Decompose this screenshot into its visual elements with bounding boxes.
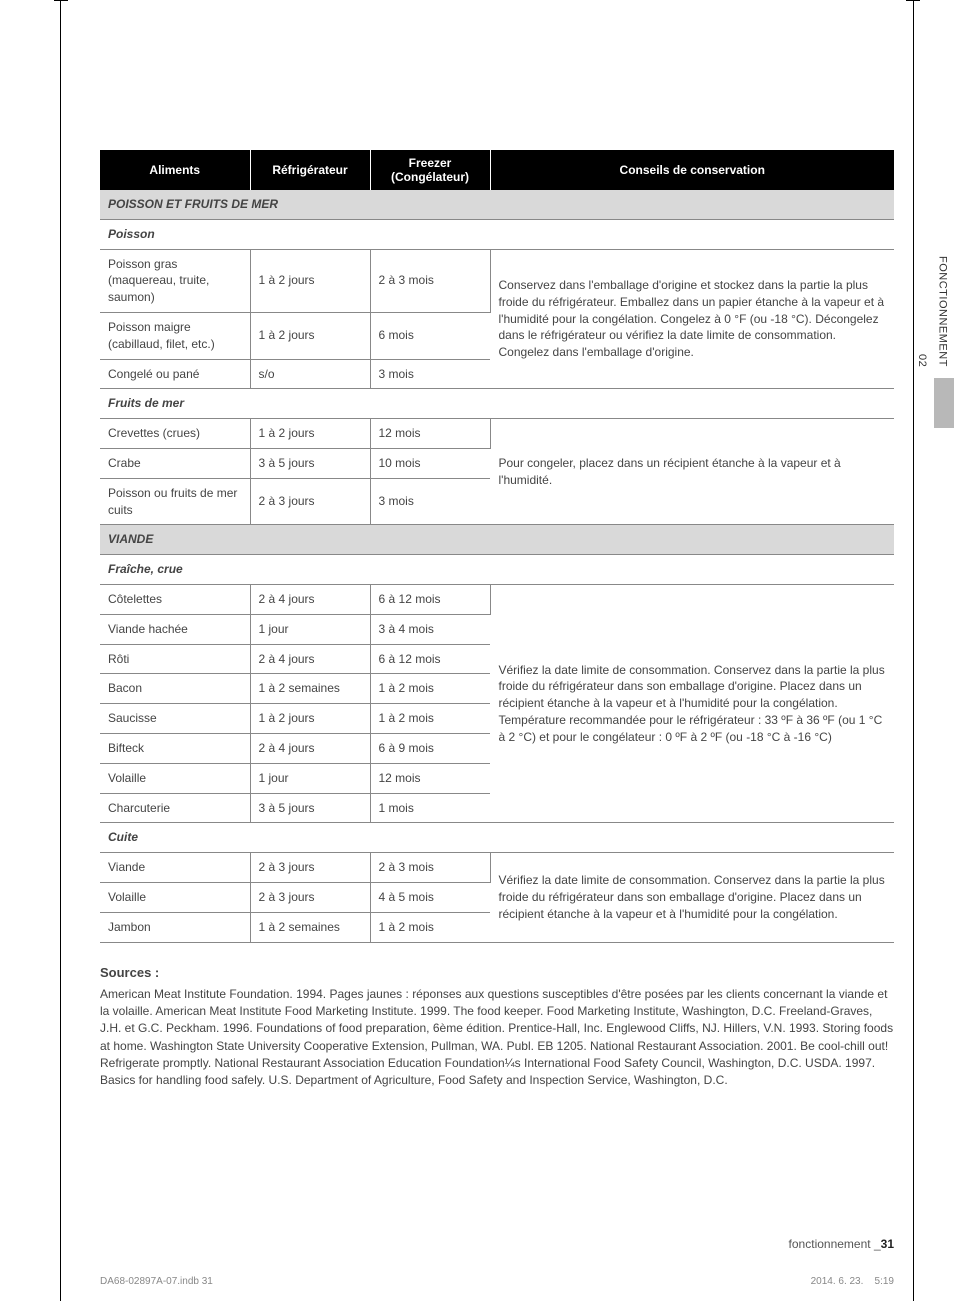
cell-name: Poisson ou fruits de mer cuits (100, 478, 250, 525)
cell-name: Viande (100, 853, 250, 883)
header-conseils: Conseils de conservation (490, 150, 894, 190)
page-content: Aliments Réfrigérateur Freezer(Congélate… (0, 0, 954, 1130)
cell-fridge: 2 à 4 jours (250, 644, 370, 674)
sources-body: American Meat Institute Foundation. 1994… (100, 986, 894, 1090)
cell-freezer: 4 à 5 mois (370, 882, 490, 912)
cell-freezer: 3 mois (370, 359, 490, 389)
footer-sep: _ (874, 1237, 881, 1251)
table-header-row: Aliments Réfrigérateur Freezer(Congélate… (100, 150, 894, 190)
subsection-cuite: Cuite (100, 823, 894, 853)
cell-freezer: 1 à 2 mois (370, 674, 490, 704)
print-date: 2014. 6. 23. (811, 1276, 864, 1287)
section-poisson-title: POISSON ET FRUITS DE MER (100, 190, 894, 219)
cell-freezer: 12 mois (370, 419, 490, 449)
section-viande-title: VIANDE (100, 525, 894, 555)
cell-fridge: 1 à 2 semaines (250, 912, 370, 942)
print-datetime: 2014. 6. 23. 5:19 (811, 1276, 894, 1287)
header-refrigerateur: Réfrigérateur (250, 150, 370, 190)
cell-freezer: 3 à 4 mois (370, 614, 490, 644)
cell-name: Volaille (100, 882, 250, 912)
print-time: 5:19 (875, 1276, 894, 1287)
subsection-fruits-label: Fruits de mer (100, 389, 894, 419)
cell-freezer: 6 à 9 mois (370, 733, 490, 763)
storage-table: Aliments Réfrigérateur Freezer(Congélate… (100, 150, 894, 943)
header-aliments: Aliments (100, 150, 250, 190)
footer-right: fonctionnement _31 (100, 1237, 894, 1251)
table-row: Poisson gras (maquereau, truite, saumon)… (100, 249, 894, 312)
cell-fridge: 1 à 2 jours (250, 419, 370, 449)
cell-name: Congelé ou pané (100, 359, 250, 389)
subsection-poisson: Poisson (100, 219, 894, 249)
cell-freezer: 6 à 12 mois (370, 644, 490, 674)
cell-name: Crevettes (crues) (100, 419, 250, 449)
table-row: Côtelettes 2 à 4 jours 6 à 12 mois Vérif… (100, 584, 894, 614)
cell-freezer: 6 à 12 mois (370, 584, 490, 614)
cell-freezer: 1 mois (370, 793, 490, 823)
subsection-fraiche: Fraîche, crue (100, 555, 894, 585)
subsection-poisson-label: Poisson (100, 219, 894, 249)
header-freezer: Freezer(Congélateur) (370, 150, 490, 190)
cell-name: Jambon (100, 912, 250, 942)
section-poisson-header: POISSON ET FRUITS DE MER (100, 190, 894, 219)
page-footer: fonctionnement _31 (0, 1237, 954, 1251)
subsection-fruits: Fruits de mer (100, 389, 894, 419)
cell-fridge: 1 jour (250, 614, 370, 644)
cell-tip-cuite: Vérifiez la date limite de consommation.… (490, 853, 894, 942)
cell-name: Crabe (100, 448, 250, 478)
footer-section: fonctionnement (789, 1237, 871, 1251)
cell-fridge: 2 à 4 jours (250, 584, 370, 614)
cell-fridge: 1 à 2 jours (250, 704, 370, 734)
cell-name: Viande hachée (100, 614, 250, 644)
cell-freezer: 1 à 2 mois (370, 704, 490, 734)
table-row: Crevettes (crues) 1 à 2 jours 12 mois Po… (100, 419, 894, 449)
cell-name: Charcuterie (100, 793, 250, 823)
header-freezer-l1: Freezer (409, 156, 452, 170)
print-meta: DA68-02897A-07.indb 31 2014. 6. 23. 5:19 (0, 1276, 954, 1287)
cell-fridge: 1 jour (250, 763, 370, 793)
cell-freezer: 2 à 3 mois (370, 853, 490, 883)
cell-name: Côtelettes (100, 584, 250, 614)
print-file: DA68-02897A-07.indb 31 (100, 1276, 213, 1287)
cell-name: Bifteck (100, 733, 250, 763)
cell-freezer: 1 à 2 mois (370, 912, 490, 942)
subsection-fraiche-label: Fraîche, crue (100, 555, 894, 585)
header-freezer-l2: (Congélateur) (391, 170, 469, 184)
cell-name: Saucisse (100, 704, 250, 734)
cell-fridge: 1 à 2 jours (250, 249, 370, 312)
cell-name: Bacon (100, 674, 250, 704)
cell-freezer: 3 mois (370, 478, 490, 525)
cell-fridge: s/o (250, 359, 370, 389)
cell-name: Poisson maigre (cabillaud, filet, etc.) (100, 312, 250, 359)
cell-freezer: 2 à 3 mois (370, 249, 490, 312)
subsection-cuite-label: Cuite (100, 823, 894, 853)
cell-freezer: 6 mois (370, 312, 490, 359)
cell-fridge: 1 à 2 jours (250, 312, 370, 359)
cell-tip-fraiche: Vérifiez la date limite de consommation.… (490, 584, 894, 822)
cell-fridge: 2 à 3 jours (250, 478, 370, 525)
cell-fridge: 1 à 2 semaines (250, 674, 370, 704)
cell-fridge: 3 à 5 jours (250, 448, 370, 478)
cell-fridge: 2 à 3 jours (250, 853, 370, 883)
cell-name: Rôti (100, 644, 250, 674)
cell-name: Volaille (100, 763, 250, 793)
cell-tip-poisson: Conservez dans l'emballage d'origine et … (490, 249, 894, 389)
sources-title: Sources : (100, 965, 894, 980)
cell-freezer: 12 mois (370, 763, 490, 793)
table-row: Viande 2 à 3 jours 2 à 3 mois Vérifiez l… (100, 853, 894, 883)
cell-fridge: 2 à 3 jours (250, 882, 370, 912)
section-viande-header: VIANDE (100, 525, 894, 555)
footer-page: 31 (881, 1237, 894, 1251)
cell-freezer: 10 mois (370, 448, 490, 478)
cell-fridge: 3 à 5 jours (250, 793, 370, 823)
sources-section: Sources : American Meat Institute Founda… (100, 965, 894, 1090)
cell-name: Poisson gras (maquereau, truite, saumon) (100, 249, 250, 312)
cell-fridge: 2 à 4 jours (250, 733, 370, 763)
cell-tip-fruits: Pour congeler, placez dans un récipient … (490, 419, 894, 525)
